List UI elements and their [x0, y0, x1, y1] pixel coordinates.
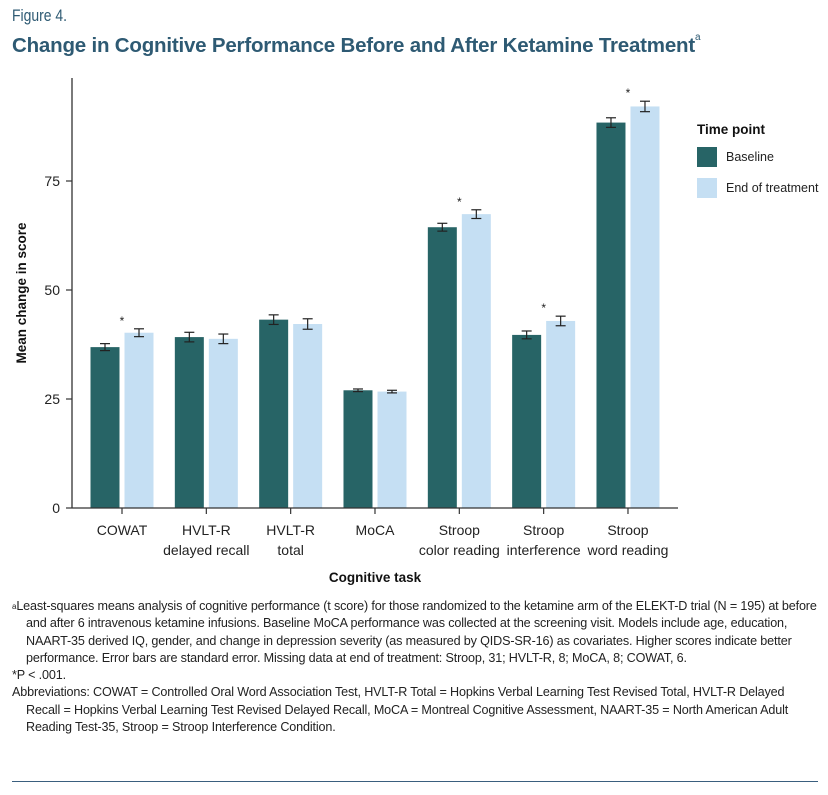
bar-baseline	[90, 347, 120, 508]
significance-marker: *	[457, 195, 462, 209]
legend-label-baseline: Baseline	[726, 150, 774, 164]
legend-item-end-of-treatment: End of treatment	[697, 178, 818, 198]
bar-end-of-treatment	[377, 391, 407, 508]
legend-swatch-end-of-treatment	[697, 178, 717, 198]
significance-marker: *	[120, 314, 125, 328]
bar-end-of-treatment	[208, 338, 238, 508]
chart-title-text: Change in Cognitive Performance Before a…	[12, 34, 695, 57]
x-tick-label: interference	[507, 542, 581, 558]
bar-end-of-treatment	[546, 320, 576, 508]
bar-baseline	[512, 334, 542, 508]
y-tick-label: 25	[44, 391, 60, 407]
bar-end-of-treatment	[124, 332, 154, 508]
significance-markers-group: * * * *	[120, 86, 631, 328]
bar-end-of-treatment	[630, 106, 660, 508]
bar-chart: * * * * 0 25 50 75 COWAT HVLT-R delayed recall HV…	[14, 78, 678, 585]
x-tick-label: HVLT-R	[182, 522, 231, 538]
y-tick-label: 0	[52, 500, 60, 516]
x-tick-label: Stroop	[607, 522, 648, 538]
x-tick-label: color reading	[419, 542, 500, 558]
figure-notes: aLeast-squares means analysis of cogniti…	[12, 598, 818, 736]
x-axis-label: Cognitive task	[329, 570, 422, 585]
y-ticks-group: 0 25 50 75	[44, 173, 72, 516]
x-tick-label: COWAT	[97, 522, 148, 538]
error-bars-group	[100, 100, 650, 394]
x-tick-label: delayed recall	[163, 542, 249, 558]
bar-end-of-treatment	[293, 324, 323, 508]
bottom-divider	[12, 781, 818, 782]
footnote-a-text: Least-squares means analysis of cognitiv…	[16, 599, 817, 665]
footnote-a-marker: a	[12, 602, 17, 611]
x-ticks-group: COWAT HVLT-R delayed recall HVLT-R total MoCA…	[97, 508, 669, 558]
x-tick-label: Stroop	[439, 522, 480, 538]
legend-item-baseline: Baseline	[697, 147, 818, 167]
bars-group	[90, 106, 660, 509]
y-tick-label: 50	[44, 282, 60, 298]
x-tick-label: Stroop	[523, 522, 564, 538]
chart-title: Change in Cognitive Performance Before a…	[12, 32, 701, 58]
bar-baseline	[343, 390, 373, 508]
legend-label-end-of-treatment: End of treatment	[726, 181, 819, 195]
legend: Time point Baseline End of treatment	[697, 122, 818, 209]
x-tick-label: total	[277, 542, 303, 558]
footnote-a: aLeast-squares means analysis of cogniti…	[12, 598, 818, 667]
bar-baseline	[259, 319, 289, 508]
y-tick-label: 75	[44, 173, 60, 189]
legend-swatch-baseline	[697, 147, 717, 167]
x-tick-label: MoCA	[356, 522, 396, 538]
title-footnote-marker: a	[695, 32, 701, 43]
significance-note: *P < .001.	[12, 668, 66, 683]
x-tick-label: word reading	[587, 542, 669, 558]
bar-baseline	[427, 227, 457, 508]
figure-label: Figure 4.	[12, 6, 68, 25]
bar-baseline	[596, 122, 626, 509]
significance-marker: *	[541, 301, 546, 315]
y-axis-label: Mean change in score	[14, 222, 29, 364]
significance-marker: *	[626, 86, 631, 100]
abbreviations-note: Abbreviations: COWAT = Controlled Oral W…	[12, 685, 789, 735]
bar-baseline	[174, 337, 204, 508]
legend-title: Time point	[697, 122, 766, 137]
bar-end-of-treatment	[461, 214, 491, 509]
x-tick-label: HVLT-R	[266, 522, 315, 538]
